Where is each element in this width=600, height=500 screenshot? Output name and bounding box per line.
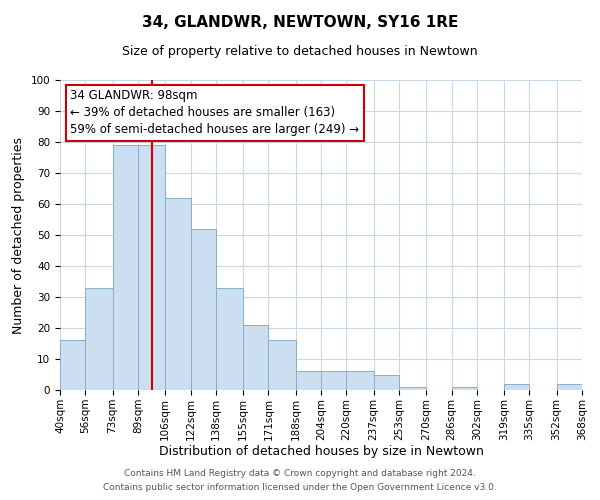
Bar: [374, 374, 399, 390]
Bar: [243, 325, 268, 390]
Bar: [321, 372, 346, 390]
Bar: [504, 384, 529, 390]
Text: 34 GLANDWR: 98sqm
← 39% of detached houses are smaller (163)
59% of semi-detache: 34 GLANDWR: 98sqm ← 39% of detached hous…: [70, 90, 359, 136]
Bar: [60, 340, 85, 390]
Bar: [557, 384, 582, 390]
Bar: [138, 145, 165, 390]
Bar: [399, 387, 426, 390]
Bar: [346, 372, 374, 390]
Bar: [113, 145, 138, 390]
X-axis label: Distribution of detached houses by size in Newtown: Distribution of detached houses by size …: [158, 446, 484, 458]
Y-axis label: Number of detached properties: Number of detached properties: [12, 136, 25, 334]
Bar: [165, 198, 191, 390]
Text: Size of property relative to detached houses in Newtown: Size of property relative to detached ho…: [122, 45, 478, 58]
Text: Contains public sector information licensed under the Open Government Licence v3: Contains public sector information licen…: [103, 484, 497, 492]
Bar: [216, 288, 243, 390]
Bar: [191, 229, 216, 390]
Bar: [452, 387, 477, 390]
Bar: [268, 340, 296, 390]
Text: Contains HM Land Registry data © Crown copyright and database right 2024.: Contains HM Land Registry data © Crown c…: [124, 468, 476, 477]
Bar: [85, 288, 113, 390]
Bar: [296, 372, 321, 390]
Text: 34, GLANDWR, NEWTOWN, SY16 1RE: 34, GLANDWR, NEWTOWN, SY16 1RE: [142, 15, 458, 30]
